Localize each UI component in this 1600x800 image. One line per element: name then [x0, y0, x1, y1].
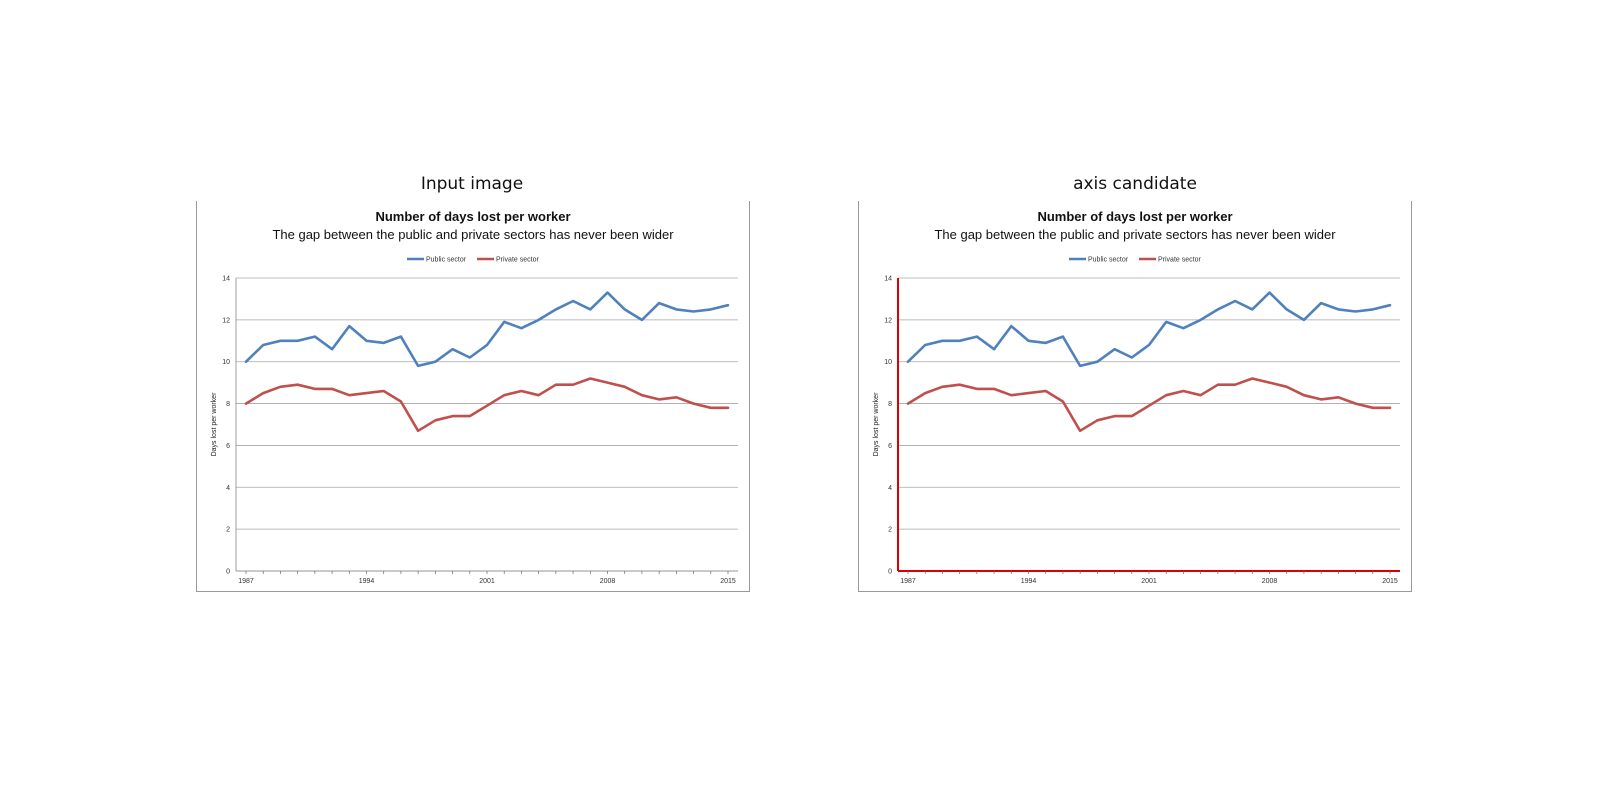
series-line-public [244, 291, 730, 368]
chart-title: Number of days lost per worker [375, 209, 570, 224]
x-tick-label: 2008 [1262, 578, 1278, 585]
legend-label-private: Private sector [496, 257, 539, 264]
y-tick-label: 12 [884, 317, 892, 324]
x-tick-label: 2015 [1382, 578, 1398, 585]
x-tick-label: 1987 [900, 578, 916, 585]
y-tick-label: 10 [884, 359, 892, 366]
y-tick-label: 2 [888, 527, 892, 534]
y-tick-label: 12 [222, 317, 230, 324]
legend-label-public: Public sector [426, 257, 467, 264]
y-tick-label: 6 [226, 443, 230, 450]
x-tick-label: 1994 [359, 578, 375, 585]
y-tick-label: 10 [222, 359, 230, 366]
y-tick-label: 8 [888, 401, 892, 408]
y-axis-label: Days lost per worker [873, 392, 880, 456]
series-line-private [244, 377, 730, 433]
y-tick-label: 4 [888, 485, 892, 492]
y-tick-label: 2 [226, 527, 230, 534]
panel-title-right: axis candidate [1073, 174, 1197, 194]
chart-subtitle: The gap between the public and private s… [272, 227, 674, 242]
chart-subtitle: The gap between the public and private s… [934, 227, 1336, 242]
y-tick-label: 14 [222, 276, 230, 283]
y-tick-label: 0 [226, 569, 230, 576]
series-line-public [906, 291, 1392, 368]
x-tick-label: 2001 [1141, 578, 1157, 585]
x-tick-label: 1994 [1021, 578, 1037, 585]
chart-title: Number of days lost per worker [1037, 209, 1232, 224]
y-tick-label: 0 [888, 569, 892, 576]
x-tick-label: 1987 [238, 578, 254, 585]
legend-label-private: Private sector [1158, 257, 1201, 264]
series-line-private [906, 377, 1392, 433]
y-tick-label: 4 [226, 485, 230, 492]
x-tick-label: 2015 [720, 578, 736, 585]
y-tick-label: 8 [226, 401, 230, 408]
y-tick-label: 6 [888, 443, 892, 450]
x-tick-label: 2008 [600, 578, 616, 585]
panel-title-left: Input image [420, 174, 524, 194]
line-chart-left: Number of days lost per worker The gap be… [211, 209, 738, 585]
line-chart-right: Number of days lost per worker The gap be… [873, 209, 1400, 585]
y-axis-label: Days lost per worker [211, 392, 218, 456]
legend-label-public: Public sector [1088, 257, 1129, 264]
y-tick-label: 14 [884, 276, 892, 283]
chart-frame-left: Number of days lost per worker The gap be… [196, 201, 750, 592]
chart-frame-right: Number of days lost per worker The gap be… [858, 201, 1412, 592]
x-tick-label: 2001 [479, 578, 495, 585]
